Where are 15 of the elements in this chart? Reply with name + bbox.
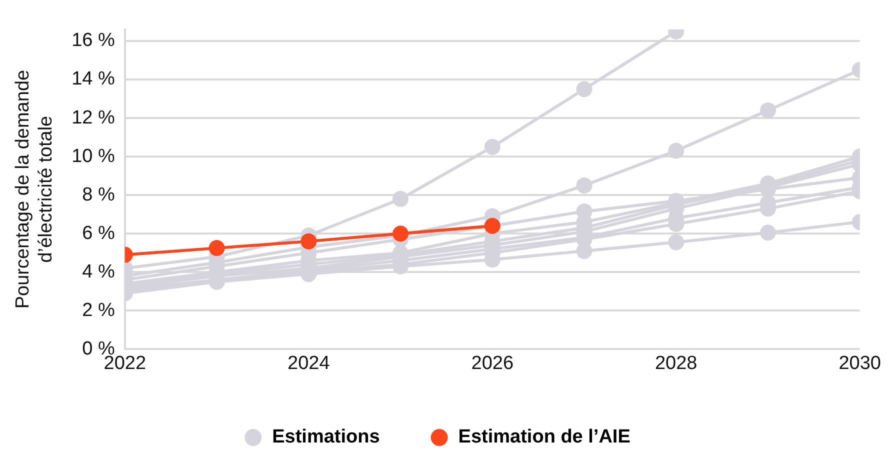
- x-tick-label: 2030: [838, 352, 882, 374]
- x-tick-label: 2024: [288, 352, 330, 374]
- y-tick-label: 12 %: [72, 107, 116, 128]
- y-tick-label: 16 %: [72, 30, 116, 52]
- x-tick-label: 2026: [471, 352, 514, 374]
- y-axis-title: Pourcentage de la demande d’électricité totale: [12, 70, 56, 309]
- y-tick-label: 2 %: [82, 300, 115, 321]
- y-tick-label: 14 %: [72, 68, 116, 90]
- legend-label: Estimations: [272, 426, 380, 448]
- y-tick-label: 10 %: [72, 146, 116, 167]
- x-tick-label: 2028: [654, 352, 698, 374]
- legend-label: Estimation de l’AIE: [458, 426, 630, 448]
- y-tick-label: 4 %: [82, 261, 115, 282]
- y-tick-label: 6 %: [82, 222, 115, 244]
- y-tick-label: 8 %: [82, 184, 115, 206]
